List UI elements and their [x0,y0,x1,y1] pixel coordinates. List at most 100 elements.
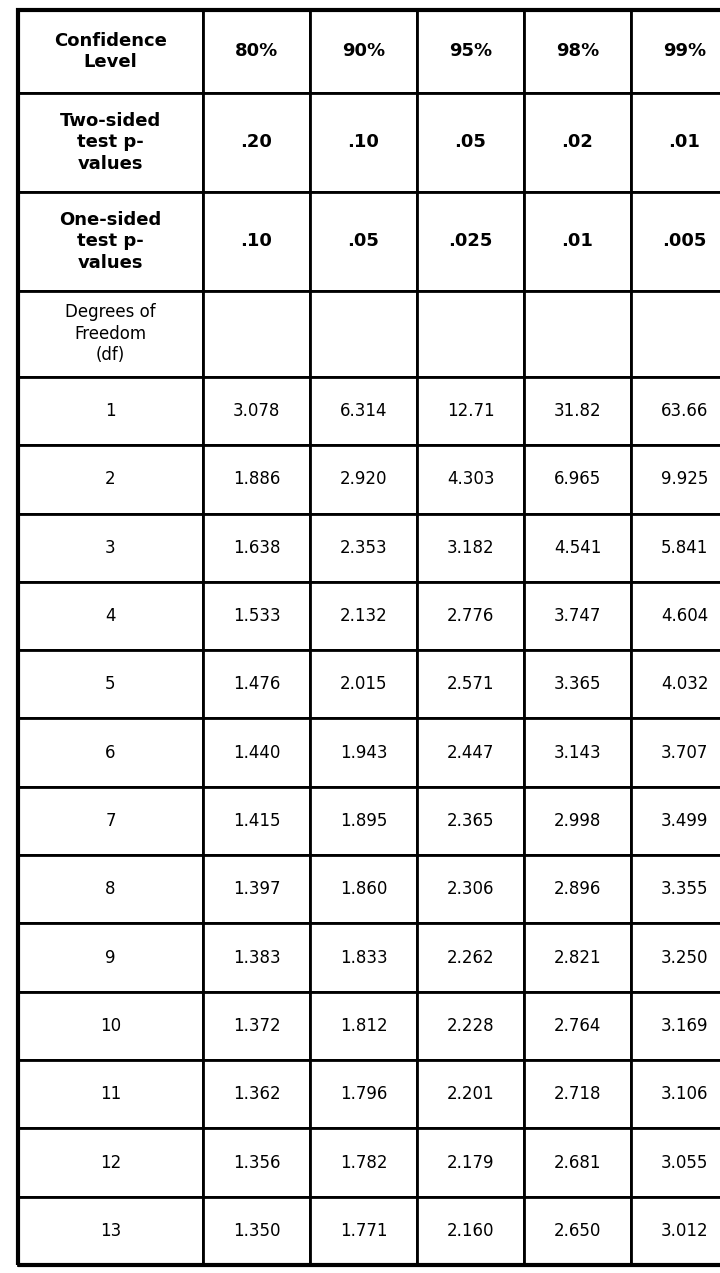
Text: 90%: 90% [342,42,385,60]
Text: 8: 8 [105,880,116,899]
Bar [310,513,417,582]
Bar [18,992,203,1060]
Text: 1.440: 1.440 [233,743,280,761]
Text: 3.355: 3.355 [661,880,708,899]
Bar [203,377,310,446]
Bar [417,1128,524,1197]
Text: 7: 7 [105,812,116,830]
Bar [417,446,524,513]
Text: 3.499: 3.499 [661,812,708,830]
Text: 5.841: 5.841 [661,538,708,556]
Bar [18,292,203,377]
Bar [18,787,203,855]
Bar [203,855,310,923]
Text: 80%: 80% [235,42,278,60]
Bar [524,582,631,651]
Text: 3.747: 3.747 [554,607,601,625]
Text: 1.356: 1.356 [233,1153,280,1171]
Bar [524,787,631,855]
Bar [310,1060,417,1128]
Bar [203,292,310,377]
Bar [18,651,203,718]
Text: 2.015: 2.015 [340,676,387,694]
Text: 2.228: 2.228 [446,1017,495,1035]
Bar [524,855,631,923]
Text: 1.782: 1.782 [340,1153,387,1171]
Text: .05: .05 [348,233,379,251]
Bar [417,1197,524,1265]
Text: 1.812: 1.812 [340,1017,387,1035]
Bar [631,923,720,992]
Text: 1.476: 1.476 [233,676,280,694]
Text: 1: 1 [105,402,116,420]
Text: 1.860: 1.860 [340,880,387,899]
Text: Confidence
Level: Confidence Level [54,32,167,71]
Text: 12: 12 [100,1153,121,1171]
Text: 9: 9 [105,948,116,966]
Text: 2.262: 2.262 [446,948,495,966]
Bar [310,923,417,992]
Bar [310,855,417,923]
Text: 1.397: 1.397 [233,880,280,899]
Text: 1.362: 1.362 [233,1085,280,1104]
Bar [18,513,203,582]
Bar [18,1128,203,1197]
Bar [631,651,720,718]
Text: 95%: 95% [449,42,492,60]
Bar [417,651,524,718]
Bar [524,1060,631,1128]
Text: 4.541: 4.541 [554,538,601,556]
Bar [524,651,631,718]
Text: .01: .01 [669,134,701,151]
Text: 3.143: 3.143 [554,743,601,761]
Text: 4.303: 4.303 [446,471,494,489]
Bar [203,923,310,992]
Bar [18,855,203,923]
Text: 2.764: 2.764 [554,1017,601,1035]
Text: 2.998: 2.998 [554,812,601,830]
Bar [310,292,417,377]
Text: 1.886: 1.886 [233,471,280,489]
Text: 2: 2 [105,471,116,489]
Bar [417,992,524,1060]
Bar [310,93,417,192]
Bar [310,651,417,718]
Bar [310,718,417,787]
Bar [524,1197,631,1265]
Text: Degrees of
Freedom
(df): Degrees of Freedom (df) [66,303,156,364]
Bar [631,1060,720,1128]
Text: 2.920: 2.920 [340,471,387,489]
Text: 12.71: 12.71 [446,402,495,420]
Text: 2.160: 2.160 [446,1222,494,1240]
Bar [524,718,631,787]
Text: 1.350: 1.350 [233,1222,280,1240]
Text: One-sided
test p-
values: One-sided test p- values [59,211,161,272]
Text: Two-sided
test p-
values: Two-sided test p- values [60,112,161,173]
Text: .005: .005 [662,233,707,251]
Text: 2.681: 2.681 [554,1153,601,1171]
Bar [18,192,203,292]
Text: 4.032: 4.032 [661,676,708,694]
Bar [203,1197,310,1265]
Bar [631,992,720,1060]
Text: 6.314: 6.314 [340,402,387,420]
Bar [631,192,720,292]
Bar [18,10,203,93]
Bar [417,787,524,855]
Text: 4.604: 4.604 [661,607,708,625]
Bar [417,923,524,992]
Bar [18,446,203,513]
Bar [203,787,310,855]
Text: 3.078: 3.078 [233,402,280,420]
Bar [631,513,720,582]
Text: 2.650: 2.650 [554,1222,601,1240]
Text: 99%: 99% [663,42,706,60]
Text: 1.372: 1.372 [233,1017,280,1035]
Bar [631,787,720,855]
Bar [310,192,417,292]
Text: 3.182: 3.182 [446,538,495,556]
Bar [524,923,631,992]
Text: 3.707: 3.707 [661,743,708,761]
Text: 1.895: 1.895 [340,812,387,830]
Bar [631,718,720,787]
